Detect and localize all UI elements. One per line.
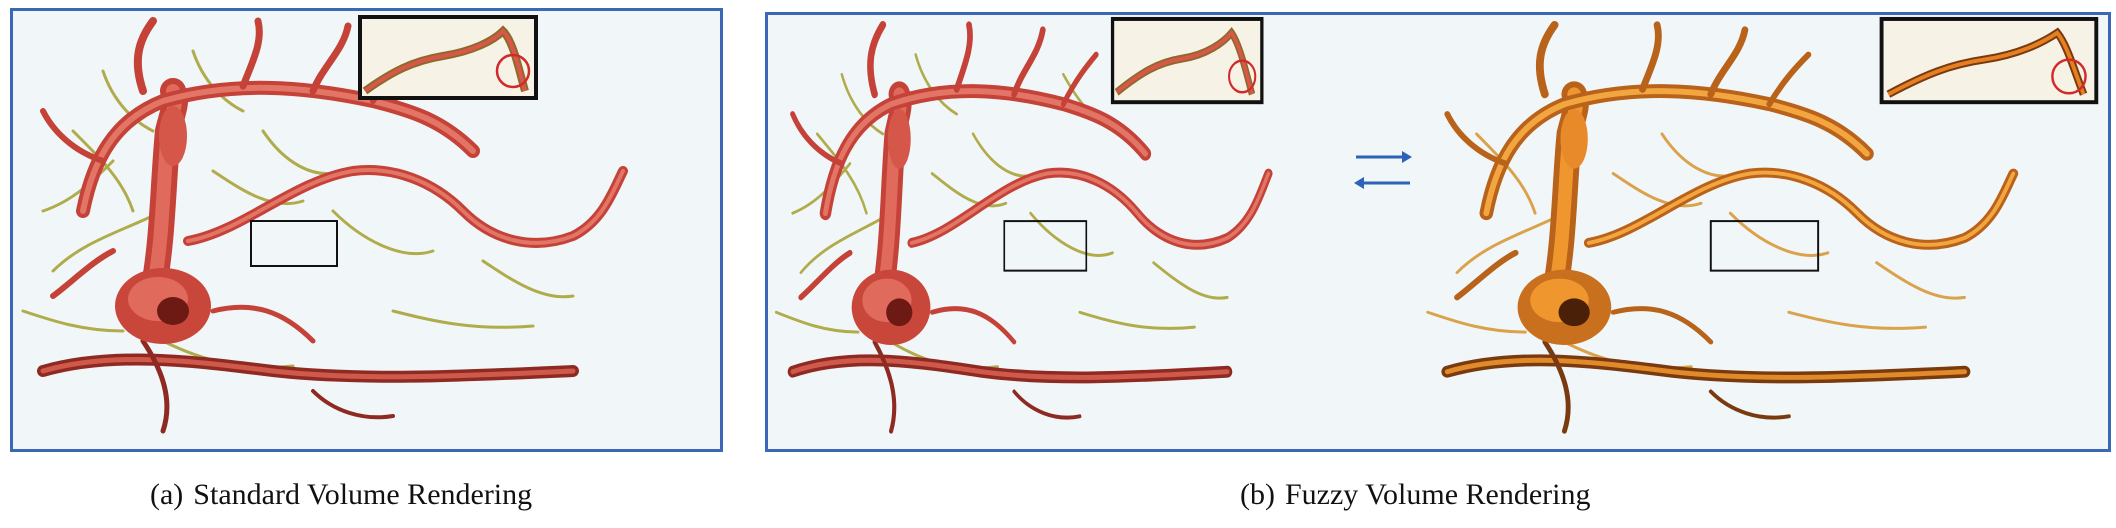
zoom-inset xyxy=(358,15,538,100)
highlight-circle-icon xyxy=(495,53,531,89)
region-box xyxy=(1003,220,1088,272)
fuzzy-input-rendering xyxy=(768,15,1348,449)
caption-a-text: Standard Volume Rendering xyxy=(193,478,533,511)
caption-b: (b) Fuzzy Volume Rendering xyxy=(1240,478,1591,512)
panel-standard-rendering xyxy=(10,8,723,452)
fuzzy-output-rendering xyxy=(1418,15,2099,449)
highlight-circle-icon xyxy=(1228,59,1257,94)
region-box xyxy=(1709,220,1820,272)
highlight-circle-icon xyxy=(2051,58,2087,95)
caption-a: (a) Standard Volume Rendering xyxy=(150,478,532,512)
standard-vessel-rendering xyxy=(13,11,720,449)
region-box xyxy=(250,220,338,267)
caption-a-label: (a) xyxy=(150,478,184,511)
left-arrow-icon xyxy=(1354,177,1410,189)
caption-b-text: Fuzzy Volume Rendering xyxy=(1284,478,1591,511)
zoom-inset xyxy=(1110,16,1264,105)
right-arrow-icon xyxy=(1356,151,1412,163)
zoom-inset xyxy=(1879,16,2099,105)
transform-arrows xyxy=(1354,151,1412,189)
caption-b-label: (b) xyxy=(1240,478,1275,511)
panel-fuzzy-rendering xyxy=(765,12,2111,452)
